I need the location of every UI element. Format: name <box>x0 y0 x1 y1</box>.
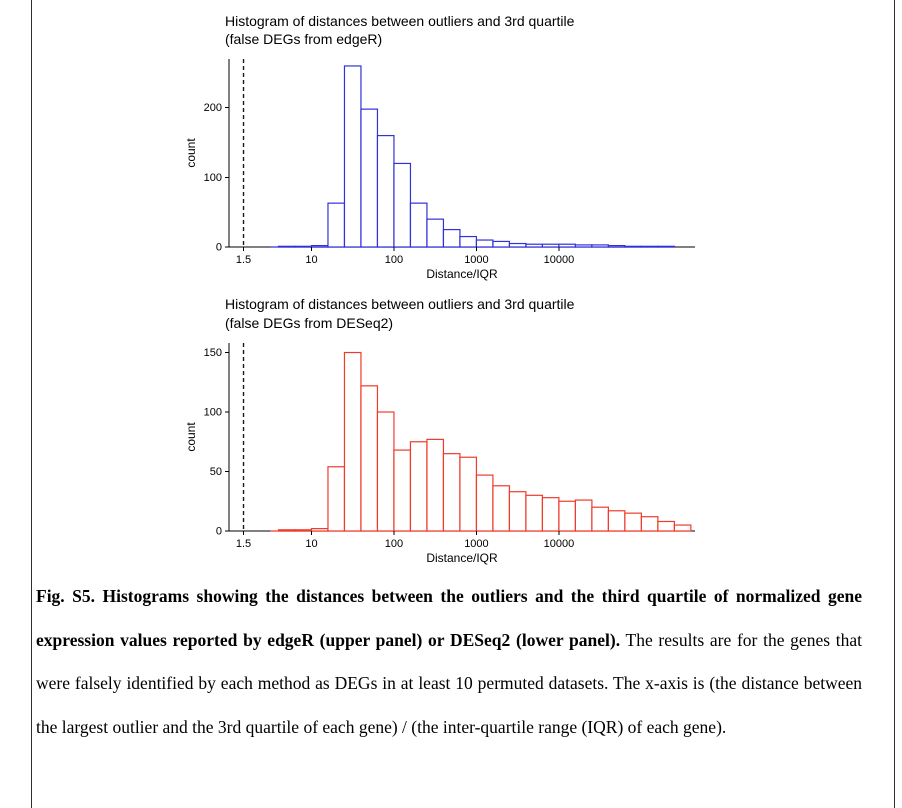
svg-text:50: 50 <box>210 466 222 478</box>
svg-text:10000: 10000 <box>544 538 575 550</box>
deseq2-histogram: 0 50 100 150 1.5 10 100 1000 10000 Distance/IQR co… <box>184 342 695 565</box>
svg-text:200: 200 <box>204 103 222 115</box>
deseq2-chart-subtitle: (false DEGs from DESeq2) <box>225 314 394 331</box>
svg-text:1000: 1000 <box>464 538 488 550</box>
caption-bold-text: Fig. S5. Histograms showing the distance… <box>36 585 862 650</box>
edger-chart-title: Histogram of distances between outliers … <box>225 13 575 29</box>
svg-text:150: 150 <box>204 347 222 359</box>
edger-chart: Histogram of distances between outliers … <box>183 12 902 287</box>
figure-caption: Fig. S5. Histograms showing the distance… <box>36 575 862 750</box>
svg-text:Distance/IQR: Distance/IQR <box>426 551 498 565</box>
edger-histogram: 0 100 200 1.5 10 100 1000 10000 Distance/IQR coun… <box>184 59 695 281</box>
svg-text:10: 10 <box>305 254 317 266</box>
svg-text:1.5: 1.5 <box>236 538 251 550</box>
svg-text:0: 0 <box>216 242 222 254</box>
edger-chart-title-block: Histogram of distances between outliers … <box>225 12 902 48</box>
svg-text:1000: 1000 <box>464 254 488 266</box>
deseq2-chart-title: Histogram of distances between outliers … <box>225 296 575 313</box>
deseq2-chart: Histogram of distances between outliers … <box>183 295 902 570</box>
svg-text:0: 0 <box>216 525 222 537</box>
caption-regular-text: The results are for the genes that were … <box>36 629 862 738</box>
svg-text:10: 10 <box>305 538 317 550</box>
page-border-left <box>31 0 32 808</box>
svg-text:Distance/IQR: Distance/IQR <box>426 267 498 281</box>
edger-chart-subtitle: (false DEGs from edgeR) <box>225 31 383 48</box>
svg-text:1.5: 1.5 <box>236 254 251 266</box>
page-border-right <box>894 0 895 808</box>
figure-s5: Histogram of distances between outliers … <box>183 0 902 571</box>
svg-text:100: 100 <box>385 254 403 266</box>
svg-text:100: 100 <box>204 406 222 418</box>
svg-text:count: count <box>184 138 198 168</box>
deseq2-chart-title-block: Histogram of distances between outliers … <box>225 295 902 331</box>
svg-text:count: count <box>184 421 198 451</box>
svg-text:100: 100 <box>385 538 403 550</box>
svg-text:100: 100 <box>204 172 222 184</box>
svg-text:10000: 10000 <box>544 254 575 266</box>
